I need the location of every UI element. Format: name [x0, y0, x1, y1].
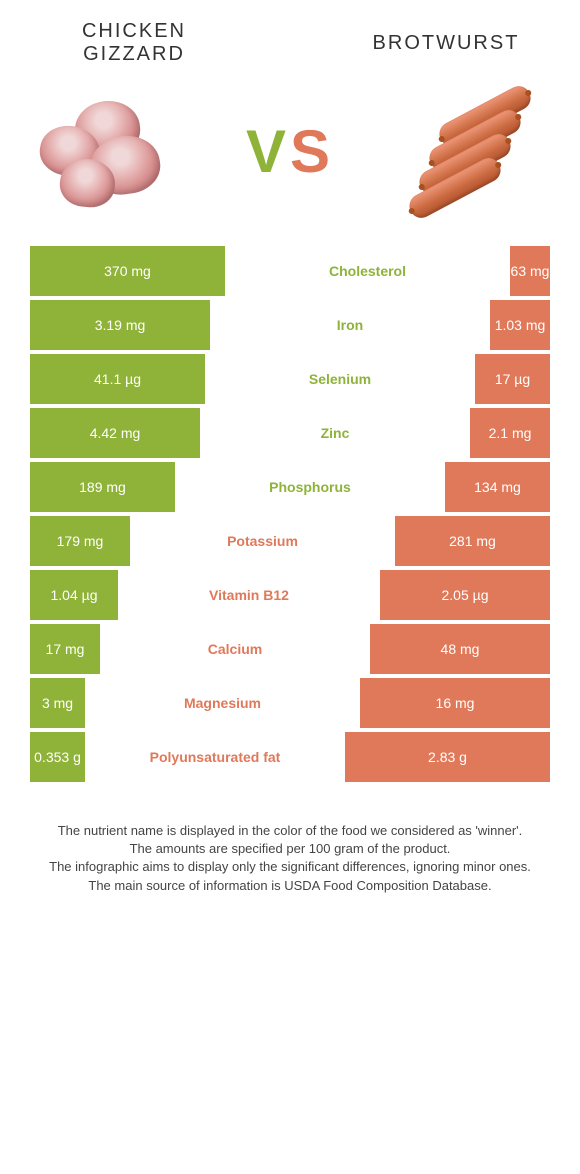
nutrient-name: Vitamin B12	[118, 587, 380, 603]
right-bar: 48 mg	[370, 624, 550, 674]
right-food-image	[390, 86, 550, 216]
right-bar: 1.03 mg	[490, 300, 550, 350]
left-value: 17 mg	[46, 641, 85, 657]
left-bar: 41.1 µg	[30, 354, 205, 404]
nutrient-name: Phosphorus	[175, 479, 445, 495]
nutrient-row: 1.04 µg Vitamin B12 2.05 µg	[30, 570, 550, 620]
nutrient-row: 0.353 gPolyunsaturated fat 2.83 g	[30, 732, 550, 782]
left-value: 189 mg	[79, 479, 126, 495]
nutrient-row: 179 mg Potassium 281 mg	[30, 516, 550, 566]
footer-text: The nutrient name is displayed in the co…	[30, 822, 550, 895]
nutrient-row: 4.42 mg Zinc 2.1 mg	[30, 408, 550, 458]
right-bar: 134 mg	[445, 462, 550, 512]
left-value: 0.353 g	[34, 749, 81, 765]
left-value: 370 mg	[104, 263, 151, 279]
left-value: 41.1 µg	[94, 371, 141, 387]
right-bar: 17 µg	[475, 354, 550, 404]
right-value: 2.05 µg	[442, 587, 489, 603]
right-value: 48 mg	[441, 641, 480, 657]
left-bar: 0.353 g	[30, 732, 85, 782]
nutrient-row: 3.19 mg Iron 1.03 mg	[30, 300, 550, 350]
right-value: 16 mg	[436, 695, 475, 711]
sausage-icon	[400, 96, 540, 206]
footer-line: The amounts are specified per 100 gram o…	[30, 840, 550, 858]
nutrient-rows: 370 mg Cholesterol63 mg 3.19 mg Iron 1.03 mg…	[30, 246, 550, 782]
right-value: 1.03 mg	[495, 317, 546, 333]
nutrient-row: 370 mg Cholesterol63 mg	[30, 246, 550, 296]
nutrient-name: Cholesterol	[225, 263, 510, 279]
nutrient-row: 17 mg Calcium 48 mg	[30, 624, 550, 674]
left-value: 1.04 µg	[51, 587, 98, 603]
left-value: 3.19 mg	[95, 317, 146, 333]
right-value: 2.83 g	[428, 749, 467, 765]
left-bar: 4.42 mg	[30, 408, 200, 458]
left-food-image	[30, 86, 190, 216]
right-bar: 63 mg	[510, 246, 550, 296]
nutrient-name: Potassium	[130, 533, 395, 549]
right-bar: 16 mg	[360, 678, 550, 728]
left-food-title: ChickenGizzard	[30, 20, 238, 66]
left-bar: 1.04 µg	[30, 570, 118, 620]
left-bar: 189 mg	[30, 462, 175, 512]
vs-row: VS	[30, 86, 550, 216]
right-food-title: Brotwurst	[342, 32, 550, 55]
nutrient-name: Selenium	[205, 371, 475, 387]
right-bar: 281 mg	[395, 516, 550, 566]
right-value: 281 mg	[449, 533, 496, 549]
right-value: 134 mg	[474, 479, 521, 495]
nutrient-name: Zinc	[200, 425, 470, 441]
right-bar: 2.05 µg	[380, 570, 550, 620]
nutrient-name: Iron	[210, 317, 490, 333]
left-bar: 179 mg	[30, 516, 130, 566]
left-bar: 3 mg	[30, 678, 85, 728]
right-value: 17 µg	[495, 371, 530, 387]
footer-line: The main source of information is USDA F…	[30, 877, 550, 895]
gizzard-icon	[35, 91, 185, 211]
right-value: 63 mg	[511, 263, 550, 279]
left-value: 3 mg	[42, 695, 73, 711]
left-value: 4.42 mg	[90, 425, 141, 441]
right-bar: 2.83 g	[345, 732, 550, 782]
nutrient-name: Polyunsaturated fat	[85, 749, 345, 765]
nutrient-row: 41.1 µg Selenium 17 µg	[30, 354, 550, 404]
right-value: 2.1 mg	[489, 425, 532, 441]
nutrient-row: 189 mg Phosphorus 134 mg	[30, 462, 550, 512]
left-bar: 17 mg	[30, 624, 100, 674]
nutrient-name: Magnesium	[85, 695, 360, 711]
right-bar: 2.1 mg	[470, 408, 550, 458]
left-bar: 370 mg	[30, 246, 225, 296]
footer-line: The nutrient name is displayed in the co…	[30, 822, 550, 840]
left-value: 179 mg	[57, 533, 104, 549]
vs-label: VS	[246, 117, 334, 186]
nutrient-name: Calcium	[100, 641, 370, 657]
left-bar: 3.19 mg	[30, 300, 210, 350]
header: ChickenGizzard Brotwurst	[30, 20, 550, 66]
footer-line: The infographic aims to display only the…	[30, 858, 550, 876]
nutrient-row: 3 mg Magnesium 16 mg	[30, 678, 550, 728]
